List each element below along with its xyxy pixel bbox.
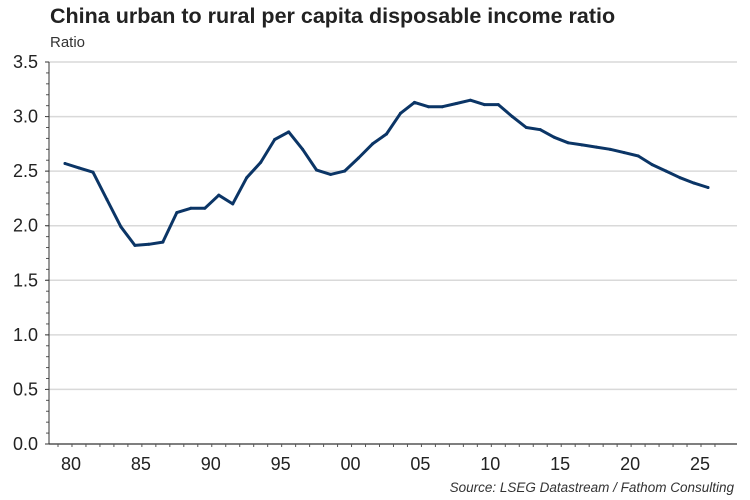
data-point (692, 181, 696, 185)
x-tick-label: 15 (550, 454, 570, 474)
y-tick-label: 2.0 (13, 216, 38, 236)
data-point (161, 240, 165, 244)
data-point (594, 145, 598, 149)
data-point (217, 193, 221, 197)
data-point (412, 100, 416, 104)
y-axis-unit-label: Ratio (50, 34, 86, 51)
x-tick-label: 10 (480, 454, 500, 474)
data-point (608, 147, 612, 151)
y-tick-label: 1.0 (13, 325, 38, 345)
y-tick-label: 0.0 (13, 434, 38, 454)
data-point (63, 162, 67, 166)
x-tick-label: 95 (271, 454, 291, 474)
data-point (105, 198, 109, 202)
data-point (357, 156, 361, 160)
y-tick-label: 2.5 (13, 161, 38, 181)
data-point (496, 103, 500, 107)
x-tick-label: 80 (61, 454, 81, 474)
data-point (510, 115, 514, 119)
data-point (426, 105, 430, 109)
data-point (315, 168, 319, 172)
data-point (524, 125, 528, 129)
data-point (538, 128, 542, 132)
x-tick-label: 25 (690, 454, 710, 474)
data-point (706, 186, 710, 190)
data-point (664, 169, 668, 173)
data-point (552, 135, 556, 139)
data-point (203, 206, 207, 210)
series-line-income-ratio (63, 98, 710, 247)
data-point (329, 172, 333, 176)
data-point (636, 154, 640, 158)
data-point (566, 141, 570, 145)
x-tick-label: 90 (201, 454, 221, 474)
data-point (398, 111, 402, 115)
data-point (468, 98, 472, 102)
data-point (385, 132, 388, 136)
data-point (147, 242, 151, 246)
data-point (622, 151, 626, 155)
data-point (580, 143, 584, 147)
x-tick-label: 05 (410, 454, 430, 474)
y-tick-label: 3.5 (13, 52, 38, 72)
source-note: Source: LSEG Datastream / Fathom Consult… (449, 480, 734, 495)
data-point (650, 163, 654, 167)
data-point (91, 170, 95, 174)
data-point (245, 176, 249, 180)
data-point (119, 225, 123, 229)
chart-title: China urban to rural per capita disposab… (50, 4, 616, 28)
data-point (77, 166, 81, 170)
data-point (273, 137, 277, 141)
data-point (301, 147, 305, 151)
data-point (343, 169, 347, 173)
y-tick-label: 1.5 (13, 270, 38, 290)
data-point (189, 206, 193, 210)
data-point (231, 202, 235, 206)
data-point (440, 105, 444, 109)
y-tick-label: 0.5 (13, 379, 38, 399)
data-point (454, 101, 458, 105)
y-tick-label: 3.0 (13, 107, 38, 127)
x-tick-label: 00 (341, 454, 361, 474)
data-point (259, 160, 263, 164)
data-point (678, 176, 682, 180)
data-point (371, 142, 375, 146)
data-point (482, 103, 486, 107)
x-tick-label: 20 (620, 454, 640, 474)
data-point (287, 130, 291, 134)
data-point (133, 243, 137, 247)
data-point (175, 211, 179, 215)
x-tick-label: 85 (131, 454, 151, 474)
